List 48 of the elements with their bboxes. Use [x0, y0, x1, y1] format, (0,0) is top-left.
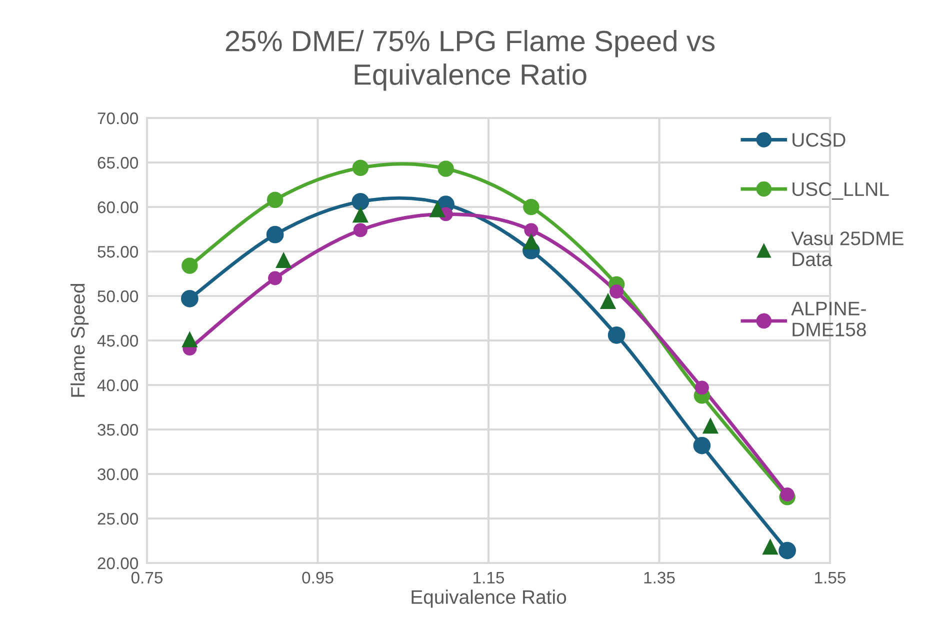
y-tick-label: 50.00: [98, 290, 138, 302]
point: [523, 198, 540, 216]
x-axis-title: Equivalence Ratio: [412, 590, 566, 608]
point: [610, 284, 624, 299]
x-tick-label: 1.55: [815, 572, 846, 584]
chart-title: 25% DME/ 75% LPG Flame Speed vs Equivalence Ratio: [226, 30, 715, 91]
y-tick-label: 25.00: [98, 512, 138, 525]
point: [438, 160, 454, 177]
y-tick-label: 40.00: [97, 379, 138, 392]
x-tick-label: 0.75: [131, 572, 163, 584]
y-tick-label: 60.00: [98, 201, 138, 214]
point: [778, 542, 796, 560]
y-axis-title: Flame Speed: [70, 284, 89, 397]
point: [181, 290, 198, 308]
point: [430, 202, 445, 218]
y-tick-label: 55.00: [98, 246, 138, 258]
point: [702, 418, 718, 434]
y-tick-label: 65.00: [98, 156, 138, 169]
point: [268, 271, 282, 286]
point: [524, 223, 538, 238]
point: [780, 487, 794, 502]
legend-label: USC_LLNL: [792, 182, 889, 200]
legend-label: UCSD: [792, 133, 846, 147]
point: [352, 160, 369, 176]
point: [266, 192, 284, 208]
y-tick-label: 20.00: [98, 557, 138, 570]
point: [600, 294, 616, 309]
y-tick-label: 45.00: [97, 334, 138, 347]
point: [353, 223, 368, 238]
point: [608, 326, 626, 344]
point: [524, 234, 539, 250]
point: [762, 539, 778, 555]
x-tick-label: 1.35: [644, 572, 675, 584]
point: [182, 258, 198, 274]
legend-label: ALPINE-DME158: [791, 302, 866, 336]
point: [182, 332, 198, 348]
point: [276, 252, 292, 268]
y-tick-label: 30.00: [98, 468, 138, 480]
point: [352, 207, 368, 223]
x-tick-label: 0.95: [302, 572, 334, 584]
point: [694, 380, 709, 395]
point: [266, 226, 284, 244]
y-tick-label: 35.00: [98, 424, 138, 436]
x-tick-label: 1.15: [474, 572, 504, 584]
legend-label: Vasu 25DME Data: [791, 231, 904, 266]
point: [352, 192, 370, 210]
point: [693, 436, 711, 454]
y-tick-label: 70.00: [98, 112, 138, 124]
